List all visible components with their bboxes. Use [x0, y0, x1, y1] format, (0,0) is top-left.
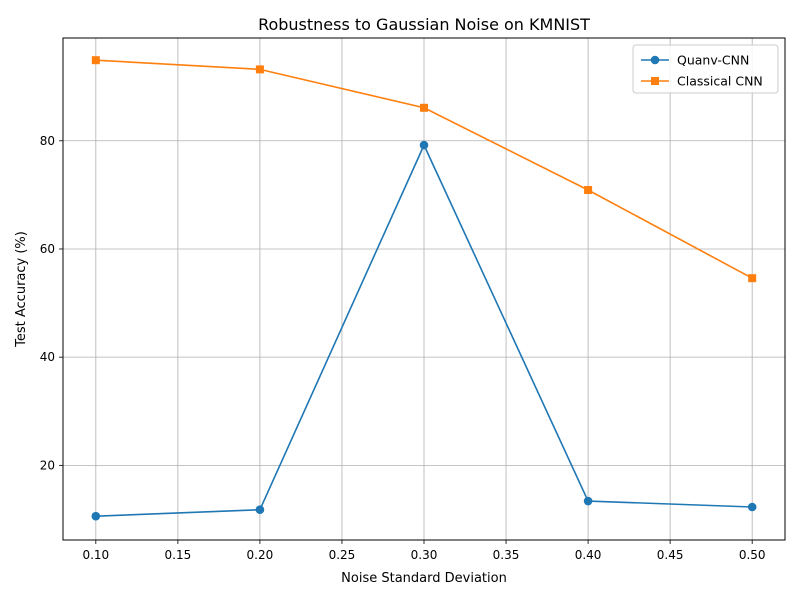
series-classical-cnn [91, 56, 757, 283]
x-tick-label: 0.10 [82, 548, 109, 562]
legend-item-quanv-cnn: Quanv-CNN [641, 53, 749, 68]
x-axis-ticks: 0.10 0.15 0.20 0.25 0.30 0.35 0.40 0.45 0.50 [82, 540, 766, 562]
x-tick-label: 0.35 [493, 548, 520, 562]
data-point-classical-cnn [255, 65, 264, 74]
legend: Quanv-CNN Classical CNN [632, 44, 779, 94]
data-point-quanv-cnn [91, 511, 101, 521]
data-point-classical-cnn [584, 186, 593, 195]
legend-label-classical-cnn: Classical CNN [677, 74, 763, 89]
legend-marker-classical-cnn [651, 77, 659, 85]
x-tick-label: 0.50 [739, 548, 766, 562]
y-tick-label: 80 [40, 134, 55, 148]
data-point-classical-cnn [420, 103, 428, 112]
data-point-quanv-cnn [255, 505, 265, 515]
data-point-quanv-cnn [747, 502, 757, 512]
y-tick-label: 40 [40, 350, 55, 364]
x-tick-label: 0.20 [247, 548, 274, 562]
x-tick-label: 0.40 [575, 548, 602, 562]
grid [63, 38, 785, 540]
x-tick-label: 0.15 [165, 548, 192, 562]
y-tick-label: 20 [40, 458, 55, 472]
legend-item-classical-cnn: Classical CNN [641, 74, 763, 89]
x-tick-label: 0.25 [329, 548, 356, 562]
x-tick-label: 0.30 [411, 548, 438, 562]
legend-label-quanv-cnn: Quanv-CNN [677, 53, 749, 68]
series-quanv-cnn [91, 140, 757, 521]
x-axis-label: Noise Standard Deviation [341, 571, 507, 586]
legend-marker-quanv-cnn [650, 55, 660, 65]
y-axis-ticks: 20 40 60 80 [40, 134, 63, 472]
data-point-classical-cnn [748, 274, 757, 283]
legend-box [632, 44, 779, 94]
y-tick-label: 60 [40, 242, 55, 256]
data-point-quanv-cnn [583, 496, 593, 506]
data-point-quanv-cnn [419, 140, 429, 150]
x-tick-label: 0.45 [657, 548, 684, 562]
data-point-classical-cnn [91, 56, 100, 65]
chart-title: Robustness to Gaussian Noise on KMNIST [258, 15, 590, 34]
y-axis-label: Test Accuracy (%) [14, 231, 29, 348]
series-layer [91, 56, 757, 521]
